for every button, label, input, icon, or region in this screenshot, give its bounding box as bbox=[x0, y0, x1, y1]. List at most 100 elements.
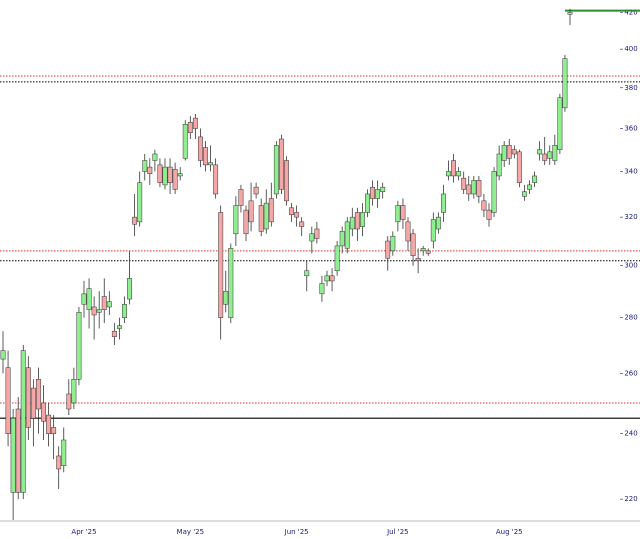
candle-body bbox=[435, 216, 441, 230]
candle-body bbox=[410, 233, 416, 256]
candle-body bbox=[486, 209, 492, 220]
candle-body bbox=[86, 288, 92, 310]
candle-body bbox=[461, 177, 467, 190]
candle-body bbox=[385, 240, 391, 259]
candle-body bbox=[506, 145, 512, 159]
candle-body bbox=[91, 306, 97, 316]
candle-body bbox=[71, 378, 77, 404]
y-tick-label: 260 bbox=[624, 369, 637, 377]
candle-body bbox=[547, 151, 553, 159]
candle-body bbox=[491, 171, 497, 213]
candle-body bbox=[567, 12, 573, 15]
candle-body bbox=[552, 145, 558, 161]
candle-body bbox=[41, 402, 46, 422]
candle-body bbox=[481, 200, 487, 211]
y-tick-label: 360 bbox=[624, 124, 637, 132]
candle-body bbox=[218, 212, 224, 318]
candle-body bbox=[370, 186, 376, 199]
candle-body bbox=[516, 151, 522, 183]
candle-body bbox=[471, 180, 477, 195]
candle-body bbox=[430, 219, 436, 242]
candle-body bbox=[258, 205, 264, 232]
candle-body bbox=[380, 186, 386, 192]
y-tick-label: 280 bbox=[624, 314, 637, 322]
y-tick-label: 300 bbox=[624, 262, 637, 270]
candle-body bbox=[395, 205, 401, 223]
candle-body bbox=[375, 189, 381, 199]
candle-body bbox=[182, 124, 188, 159]
candle-body bbox=[284, 160, 289, 202]
candle-body bbox=[167, 166, 173, 183]
candle-body bbox=[446, 171, 451, 177]
candle-body bbox=[263, 202, 269, 230]
candle-body bbox=[537, 149, 543, 155]
candle-body bbox=[329, 275, 335, 282]
candle-body bbox=[132, 216, 138, 225]
candle-body bbox=[319, 283, 325, 295]
x-tick-label: May '25 bbox=[177, 528, 205, 536]
candle-body bbox=[106, 301, 112, 308]
candle-body bbox=[51, 427, 57, 434]
candle-body bbox=[420, 248, 426, 252]
y-tick-label: 220 bbox=[624, 495, 637, 503]
candle-body bbox=[299, 221, 305, 227]
candle-body bbox=[349, 216, 355, 230]
candle-body bbox=[213, 164, 219, 195]
y-tick-label: 340 bbox=[624, 168, 637, 176]
x-tick-label: Jun '25 bbox=[284, 528, 309, 536]
candle-body bbox=[253, 186, 259, 195]
candle-body bbox=[400, 205, 406, 220]
candle-body bbox=[172, 169, 178, 190]
candle-body bbox=[10, 417, 16, 493]
candle-body bbox=[0, 350, 6, 360]
candle-body bbox=[278, 138, 284, 190]
candle-body bbox=[111, 330, 117, 337]
y-tick-label: 240 bbox=[624, 430, 637, 438]
candle-body bbox=[268, 198, 274, 223]
candle-body bbox=[142, 160, 148, 172]
candle-body bbox=[521, 191, 527, 197]
candle-body bbox=[562, 58, 568, 109]
candle-body bbox=[101, 296, 107, 310]
candle-body bbox=[309, 233, 315, 242]
candle-body bbox=[30, 387, 36, 419]
candle-body bbox=[238, 189, 244, 206]
candle-body bbox=[192, 117, 198, 129]
candle-body bbox=[476, 180, 482, 197]
candle-body bbox=[451, 160, 457, 177]
candle-body bbox=[25, 367, 31, 428]
candle-body bbox=[56, 455, 62, 470]
candle-body bbox=[415, 257, 421, 261]
candle-body bbox=[248, 200, 254, 223]
candle-body bbox=[162, 166, 168, 186]
candle-body bbox=[344, 221, 350, 249]
candle-body bbox=[273, 145, 279, 195]
y-tick-label: 320 bbox=[624, 213, 637, 221]
candle-body bbox=[233, 205, 239, 235]
candle-body bbox=[359, 212, 365, 227]
candle-body bbox=[365, 193, 370, 213]
candle-body bbox=[557, 97, 563, 150]
candle-body bbox=[405, 221, 411, 242]
candle-body bbox=[46, 414, 52, 434]
candle-body bbox=[542, 153, 548, 161]
candle-body bbox=[228, 248, 234, 318]
candle-body bbox=[223, 290, 229, 305]
candle-body bbox=[147, 166, 153, 174]
candle-body bbox=[501, 145, 507, 161]
candle-body bbox=[324, 275, 330, 282]
candle-body bbox=[294, 212, 300, 218]
candle-body bbox=[314, 228, 320, 239]
candle-body bbox=[122, 304, 127, 318]
candle-body bbox=[532, 175, 538, 183]
x-tick-label: Apr '25 bbox=[71, 528, 96, 536]
candle-body bbox=[81, 293, 87, 305]
y-tick-label: 420 bbox=[624, 8, 637, 16]
candle-body bbox=[137, 182, 143, 223]
candle-body bbox=[466, 184, 472, 195]
candle-body bbox=[15, 408, 21, 493]
candle-body bbox=[425, 250, 431, 254]
candle-body bbox=[339, 231, 345, 247]
